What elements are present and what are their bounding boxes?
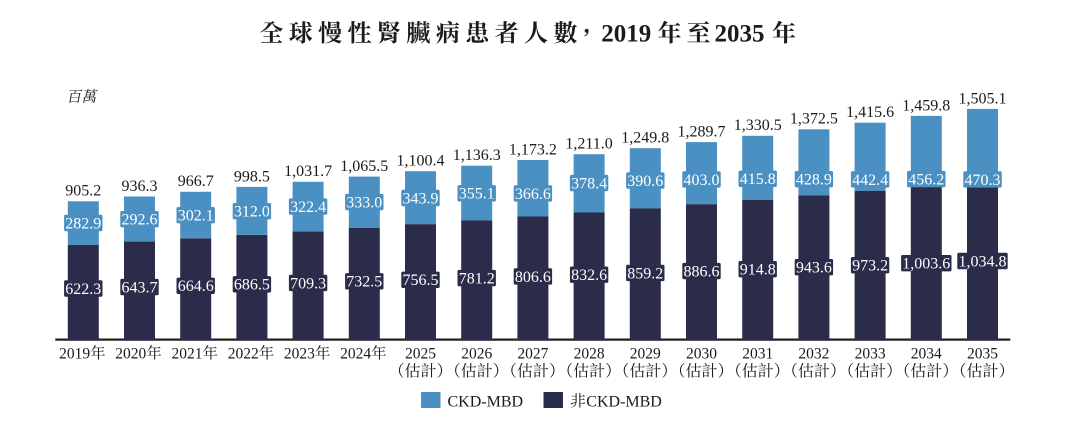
svg-text:914.8: 914.8 [740, 262, 776, 279]
svg-text:1,034.8: 1,034.8 [959, 253, 1007, 270]
svg-text:1,100.4: 1,100.4 [397, 153, 445, 170]
svg-text:905.2: 905.2 [65, 183, 101, 200]
svg-text:2019: 2019 [59, 345, 90, 362]
svg-text:1,459.8: 1,459.8 [902, 97, 950, 114]
svg-text:333.0: 333.0 [346, 195, 382, 212]
svg-text:456.2: 456.2 [908, 172, 944, 189]
svg-text:CKD-MBD: CKD-MBD [448, 394, 524, 411]
svg-text:322.4: 322.4 [290, 199, 326, 216]
svg-text:2035: 2035 [967, 345, 998, 362]
svg-text:2030: 2030 [686, 345, 717, 362]
svg-text:859.2: 859.2 [627, 265, 663, 282]
svg-text:1,031.7: 1,031.7 [284, 163, 332, 180]
svg-text:1,505.1: 1,505.1 [959, 90, 1007, 107]
svg-text:643.7: 643.7 [122, 280, 158, 297]
svg-text:2021: 2021 [172, 345, 203, 362]
svg-text:2023: 2023 [284, 345, 315, 362]
svg-text:343.9: 343.9 [403, 190, 439, 207]
svg-text:943.6: 943.6 [796, 260, 832, 277]
svg-text:709.3: 709.3 [290, 275, 326, 292]
svg-text:390.6: 390.6 [627, 173, 663, 190]
svg-text:470.3: 470.3 [965, 172, 1001, 189]
svg-text:781.2: 781.2 [459, 271, 495, 288]
svg-text:966.7: 966.7 [178, 173, 214, 190]
svg-text:282.9: 282.9 [65, 215, 101, 232]
svg-text:403.0: 403.0 [684, 172, 720, 189]
svg-text:366.6: 366.6 [515, 186, 551, 203]
svg-text:312.0: 312.0 [234, 204, 270, 221]
svg-text:998.5: 998.5 [234, 168, 270, 185]
svg-text:973.2: 973.2 [852, 258, 888, 275]
svg-text:2031: 2031 [742, 345, 773, 362]
svg-text:1,173.2: 1,173.2 [509, 141, 557, 158]
svg-text:1,249.8: 1,249.8 [621, 130, 669, 147]
svg-text:622.3: 622.3 [65, 281, 101, 298]
svg-text:2020: 2020 [115, 345, 146, 362]
svg-text:CKD-MBD: CKD-MBD [586, 394, 662, 411]
svg-text:1,372.5: 1,372.5 [790, 111, 838, 128]
svg-text:2029: 2029 [630, 345, 661, 362]
svg-text:378.4: 378.4 [571, 176, 607, 193]
svg-text:2022: 2022 [228, 345, 259, 362]
svg-text:292.6: 292.6 [122, 212, 158, 229]
svg-text:1,330.5: 1,330.5 [734, 117, 782, 134]
svg-text:2025: 2025 [405, 345, 436, 362]
svg-text:732.5: 732.5 [346, 274, 382, 291]
svg-text:756.5: 756.5 [403, 272, 439, 289]
svg-text:936.3: 936.3 [122, 178, 158, 195]
svg-text:2027: 2027 [517, 345, 548, 362]
svg-text:302.1: 302.1 [178, 208, 214, 225]
svg-text:664.6: 664.6 [178, 278, 214, 295]
svg-text:1,415.6: 1,415.6 [846, 104, 894, 121]
svg-text:886.6: 886.6 [684, 264, 720, 281]
svg-text:2026: 2026 [461, 345, 492, 362]
svg-text:2033: 2033 [855, 345, 886, 362]
svg-text:1,136.3: 1,136.3 [453, 147, 501, 164]
svg-text:686.5: 686.5 [234, 277, 270, 294]
svg-text:1,065.5: 1,065.5 [340, 158, 388, 175]
svg-text:2028: 2028 [574, 345, 605, 362]
svg-text:2024: 2024 [340, 345, 371, 362]
svg-text:1,289.7: 1,289.7 [678, 124, 726, 141]
svg-text:355.1: 355.1 [459, 186, 495, 203]
svg-text:1,003.6: 1,003.6 [902, 256, 950, 273]
svg-text:428.9: 428.9 [796, 172, 832, 189]
svg-text:806.6: 806.6 [515, 269, 551, 286]
svg-text:415.8: 415.8 [740, 171, 776, 188]
svg-text:832.6: 832.6 [571, 267, 607, 284]
svg-text:2034: 2034 [911, 345, 942, 362]
svg-text:2032: 2032 [798, 345, 829, 362]
svg-text:1,211.0: 1,211.0 [565, 136, 612, 153]
svg-text:2019: 2019 [601, 20, 651, 47]
svg-text:2035: 2035 [715, 20, 765, 47]
svg-text:442.4: 442.4 [852, 172, 888, 189]
